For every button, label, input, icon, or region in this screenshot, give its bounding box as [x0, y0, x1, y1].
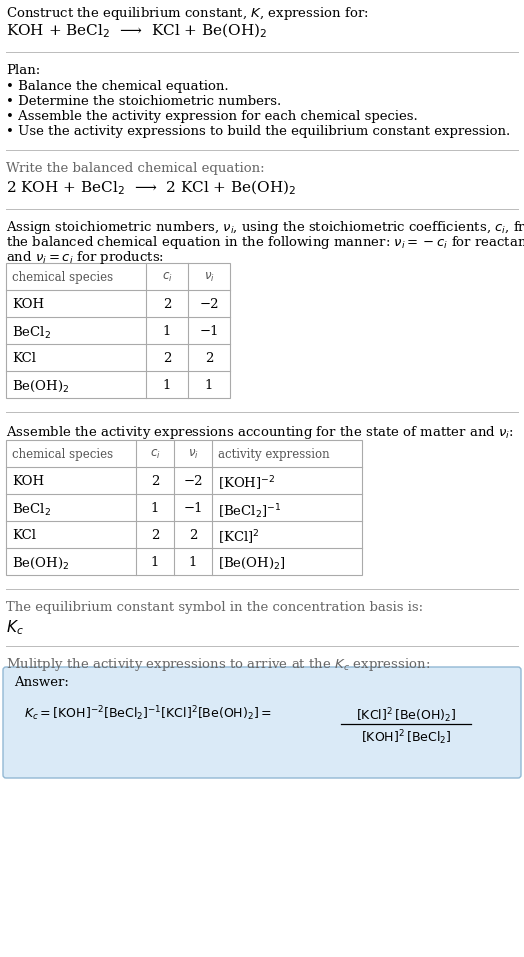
Text: KOH + BeCl$_2$  ⟶  KCl + Be(OH)$_2$: KOH + BeCl$_2$ ⟶ KCl + Be(OH)$_2$ — [6, 22, 267, 40]
Text: • Use the activity expressions to build the equilibrium constant expression.: • Use the activity expressions to build … — [6, 125, 510, 138]
Text: 2: 2 — [151, 529, 159, 542]
Text: The equilibrium constant symbol in the concentration basis is:: The equilibrium constant symbol in the c… — [6, 601, 423, 614]
Text: 2: 2 — [163, 352, 171, 365]
Text: Be(OH)$_2$: Be(OH)$_2$ — [12, 556, 69, 571]
Text: Assemble the activity expressions accounting for the state of matter and $\nu_i$: Assemble the activity expressions accoun… — [6, 424, 514, 441]
Text: 1: 1 — [151, 502, 159, 515]
Text: 2: 2 — [163, 298, 171, 311]
Text: and $\nu_i = c_i$ for products:: and $\nu_i = c_i$ for products: — [6, 249, 164, 266]
Text: 1: 1 — [151, 556, 159, 569]
Text: 2: 2 — [205, 352, 213, 365]
Text: activity expression: activity expression — [218, 448, 330, 461]
Text: 1: 1 — [205, 379, 213, 392]
Bar — [6, 263, 230, 398]
Bar — [6, 440, 362, 575]
Text: $\nu_i$: $\nu_i$ — [204, 271, 214, 284]
Text: $[\mathrm{KCl}]^2\,[\mathrm{Be(OH)_2}]$: $[\mathrm{KCl}]^2\,[\mathrm{Be(OH)_2}]$ — [356, 706, 456, 724]
Text: • Balance the chemical equation.: • Balance the chemical equation. — [6, 80, 228, 93]
Text: 2: 2 — [189, 529, 197, 542]
Text: Mulitply the activity expressions to arrive at the $K_c$ expression:: Mulitply the activity expressions to arr… — [6, 656, 430, 673]
Text: $[\mathrm{KOH}]^2\,[\mathrm{BeCl_2}]$: $[\mathrm{KOH}]^2\,[\mathrm{BeCl_2}]$ — [361, 728, 451, 746]
Text: • Determine the stoichiometric numbers.: • Determine the stoichiometric numbers. — [6, 95, 281, 108]
Text: −1: −1 — [183, 502, 203, 515]
Text: KCl: KCl — [12, 529, 36, 542]
Text: KCl: KCl — [12, 352, 36, 365]
Text: [KCl]$^2$: [KCl]$^2$ — [218, 529, 259, 547]
Text: $K_c$: $K_c$ — [6, 618, 24, 636]
Text: $c_i$: $c_i$ — [161, 271, 172, 284]
Text: 1: 1 — [189, 556, 197, 569]
Text: 1: 1 — [163, 325, 171, 338]
Text: KOH: KOH — [12, 298, 44, 311]
Text: $c_i$: $c_i$ — [150, 448, 160, 461]
Text: $K_c = [\mathrm{KOH}]^{-2}[\mathrm{BeCl_2}]^{-1}[\mathrm{KCl}]^{2}[\mathrm{Be(OH: $K_c = [\mathrm{KOH}]^{-2}[\mathrm{BeCl_… — [24, 704, 272, 723]
Text: 2 KOH + BeCl$_2$  ⟶  2 KCl + Be(OH)$_2$: 2 KOH + BeCl$_2$ ⟶ 2 KCl + Be(OH)$_2$ — [6, 179, 297, 197]
Text: Construct the equilibrium constant, $K$, expression for:: Construct the equilibrium constant, $K$,… — [6, 5, 369, 22]
Text: [BeCl$_2$]$^{-1}$: [BeCl$_2$]$^{-1}$ — [218, 502, 281, 521]
Text: Write the balanced chemical equation:: Write the balanced chemical equation: — [6, 162, 265, 175]
Text: the balanced chemical equation in the following manner: $\nu_i = -c_i$ for react: the balanced chemical equation in the fo… — [6, 234, 524, 251]
Text: −2: −2 — [183, 475, 203, 488]
Text: 2: 2 — [151, 475, 159, 488]
Text: Be(OH)$_2$: Be(OH)$_2$ — [12, 379, 69, 394]
Text: −1: −1 — [199, 325, 219, 338]
Text: [KOH]$^{-2}$: [KOH]$^{-2}$ — [218, 475, 276, 494]
FancyBboxPatch shape — [3, 667, 521, 778]
Text: BeCl$_2$: BeCl$_2$ — [12, 325, 51, 341]
Text: chemical species: chemical species — [12, 448, 113, 461]
Text: KOH: KOH — [12, 475, 44, 488]
Text: [Be(OH)$_2$]: [Be(OH)$_2$] — [218, 556, 286, 571]
Text: −2: −2 — [199, 298, 219, 311]
Text: $\nu_i$: $\nu_i$ — [188, 448, 199, 461]
Text: 1: 1 — [163, 379, 171, 392]
Text: Answer:: Answer: — [14, 676, 69, 689]
Text: chemical species: chemical species — [12, 271, 113, 284]
Text: BeCl$_2$: BeCl$_2$ — [12, 502, 51, 518]
Text: • Assemble the activity expression for each chemical species.: • Assemble the activity expression for e… — [6, 110, 418, 123]
Text: Plan:: Plan: — [6, 64, 40, 77]
Text: Assign stoichiometric numbers, $\nu_i$, using the stoichiometric coefficients, $: Assign stoichiometric numbers, $\nu_i$, … — [6, 219, 524, 236]
